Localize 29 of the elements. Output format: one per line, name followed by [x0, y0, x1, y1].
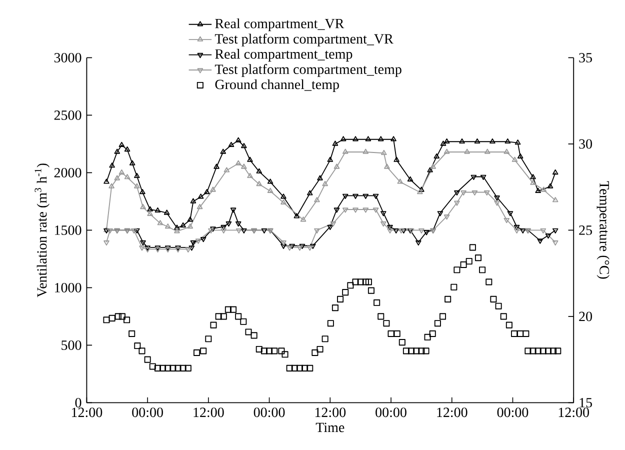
y2-axis-title: Temperature (°C): [596, 181, 610, 279]
x-tick-label: 12:00: [315, 408, 346, 418]
x-tick-label: 00:00: [376, 408, 406, 418]
y-tick-label: 2500: [54, 110, 82, 120]
y-tick-label: 500: [62, 340, 82, 350]
legend-label: Ground channel_temp: [215, 79, 339, 92]
legend-label: Real compartment_temp: [215, 48, 352, 62]
x-tick-label: 12:00: [194, 408, 224, 418]
x-tick-label: 12:00: [437, 408, 468, 418]
legend-label: Test platform compartment_VR: [214, 34, 394, 46]
y-tick-label: 1500: [55, 225, 82, 235]
legend-label: Real compartment_VR: [215, 18, 344, 32]
y-tick-label: 0: [75, 398, 82, 408]
x-tick-label: 12:00: [72, 408, 102, 418]
y-tick-label: 2000: [54, 168, 82, 178]
y2-tick-label: 25: [579, 226, 592, 235]
x-tick-label: 00:00: [497, 408, 528, 418]
x-axis-title: Time: [316, 422, 344, 432]
y2-tick-label: 20: [579, 312, 592, 322]
y-tick-label: 1000: [55, 282, 82, 292]
x-tick-label: 12:00: [558, 408, 590, 418]
legend-label: Test platform compartment_temp: [214, 64, 402, 77]
y-axis-title: Ventilation rate (m$^{3}$ h$^{-1}$): [34, 164, 50, 298]
x-tick-label: 00:00: [254, 408, 285, 418]
y-tick-label: 3000: [54, 52, 82, 62]
y2-tick-label: 30: [579, 139, 592, 149]
y2-tick-label: 35: [579, 53, 592, 62]
y2-tick-label: 15: [580, 398, 592, 408]
x-tick-label: 00:00: [132, 408, 163, 418]
